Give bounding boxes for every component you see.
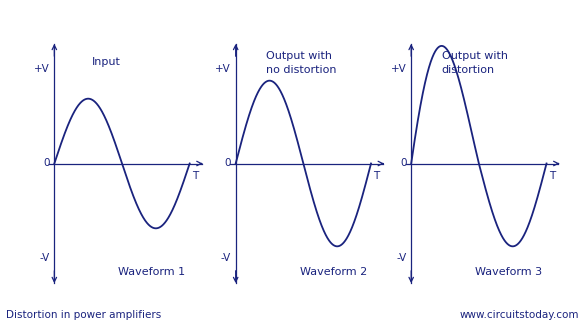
Text: -V: -V [396, 253, 407, 263]
Text: Waveform 3: Waveform 3 [475, 267, 542, 277]
Text: +V: +V [391, 64, 407, 74]
Text: Waveform 1: Waveform 1 [118, 267, 185, 277]
Text: +V: +V [215, 64, 231, 74]
Text: www.circuitstoday.com: www.circuitstoday.com [460, 310, 579, 320]
Text: T: T [549, 171, 555, 181]
Text: +V: +V [34, 64, 50, 74]
Text: Waveform 2: Waveform 2 [300, 267, 367, 277]
Text: 0: 0 [225, 159, 231, 168]
Text: -V: -V [221, 253, 231, 263]
Text: Distortion in power amplifiers: Distortion in power amplifiers [6, 310, 161, 320]
Text: 0: 0 [400, 159, 407, 168]
Text: 0: 0 [43, 159, 50, 168]
Text: T: T [192, 171, 198, 181]
Text: Output with
distortion: Output with distortion [442, 51, 508, 75]
Text: -V: -V [39, 253, 50, 263]
Text: Input: Input [92, 57, 121, 67]
Text: T: T [373, 171, 380, 181]
Text: Output with
no distortion: Output with no distortion [266, 51, 336, 75]
